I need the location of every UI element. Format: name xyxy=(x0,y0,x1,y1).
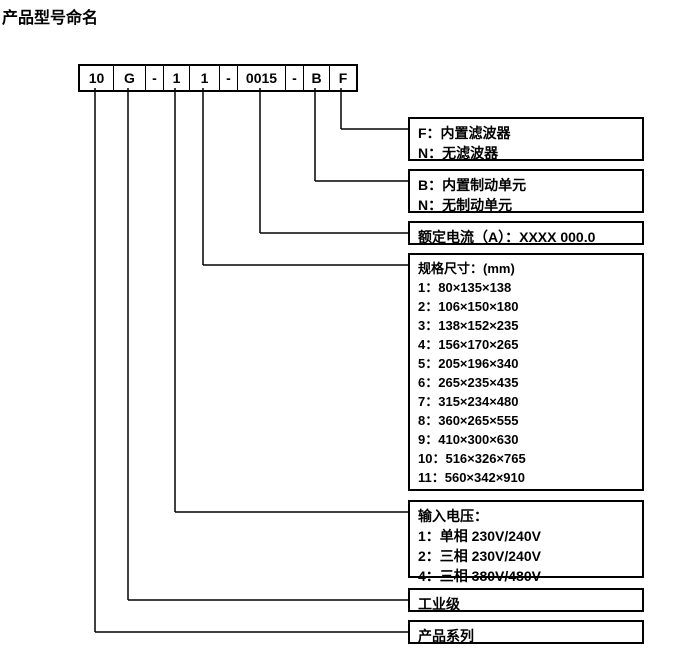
seg-b: B xyxy=(304,66,330,90)
diagram-canvas: 产品型号命名 10G-11-0015-BF F：内置滤波器N：无滤波器B：内置制… xyxy=(0,0,675,656)
model-code-box: 10G-11-0015-BF xyxy=(78,64,358,92)
box-dims-line: 5：205×196×340 xyxy=(418,354,634,373)
seg-g: G xyxy=(114,66,146,90)
box-grade: 工业级 xyxy=(408,588,644,612)
page-title: 产品型号命名 xyxy=(2,4,98,28)
box-dims-line: 规格尺寸：(mm) xyxy=(418,259,634,278)
seg-0015: 0015 xyxy=(238,66,286,90)
seg-1b: 1 xyxy=(190,66,220,90)
box-brake: B：内置制动单元N：无制动单元 xyxy=(408,169,644,213)
box-current: 额定电流（A）：XXXX 000.0 xyxy=(408,221,644,245)
box-voltage-line: 1：单相 230V/240V xyxy=(418,526,634,546)
seg-10: 10 xyxy=(80,66,114,90)
seg-dash3: - xyxy=(286,66,304,90)
box-dims-line: 6：265×235×435 xyxy=(418,373,634,392)
box-series-line: 产品系列 xyxy=(418,626,634,646)
box-dims-line: 7：315×234×480 xyxy=(418,392,634,411)
box-dims: 规格尺寸：(mm)1：80×135×1382：106×150×1803：138×… xyxy=(408,253,644,491)
box-dims-line: 1：80×135×138 xyxy=(418,278,634,297)
box-series: 产品系列 xyxy=(408,620,644,644)
box-filter-line: F：内置滤波器 xyxy=(418,123,634,143)
box-dims-line: 2：106×150×180 xyxy=(418,297,634,316)
box-brake-line: N：无制动单元 xyxy=(418,195,634,215)
box-dims-line: 8：360×265×555 xyxy=(418,411,634,430)
box-brake-line: B：内置制动单元 xyxy=(418,175,634,195)
box-dims-line: 11：560×342×910 xyxy=(418,468,634,487)
seg-1a: 1 xyxy=(164,66,190,90)
box-voltage-line: 输入电压： xyxy=(418,506,634,526)
box-current-line: 额定电流（A）：XXXX 000.0 xyxy=(418,227,634,247)
box-filter-line: N：无滤波器 xyxy=(418,143,634,163)
box-voltage: 输入电压：1：单相 230V/240V2：三相 230V/240V4：三相 38… xyxy=(408,500,644,578)
box-dims-line: 10：516×326×765 xyxy=(418,449,634,468)
seg-dash2: - xyxy=(220,66,238,90)
box-grade-line: 工业级 xyxy=(418,594,634,614)
box-filter: F：内置滤波器N：无滤波器 xyxy=(408,117,644,161)
box-voltage-line: 2：三相 230V/240V xyxy=(418,546,634,566)
seg-dash1: - xyxy=(146,66,164,90)
box-dims-line: 3：138×152×235 xyxy=(418,316,634,335)
box-voltage-line: 4：三相 380V/480V xyxy=(418,566,634,586)
box-dims-line: 4：156×170×265 xyxy=(418,335,634,354)
box-dims-line: 9：410×300×630 xyxy=(418,430,634,449)
seg-f: F xyxy=(330,66,356,90)
